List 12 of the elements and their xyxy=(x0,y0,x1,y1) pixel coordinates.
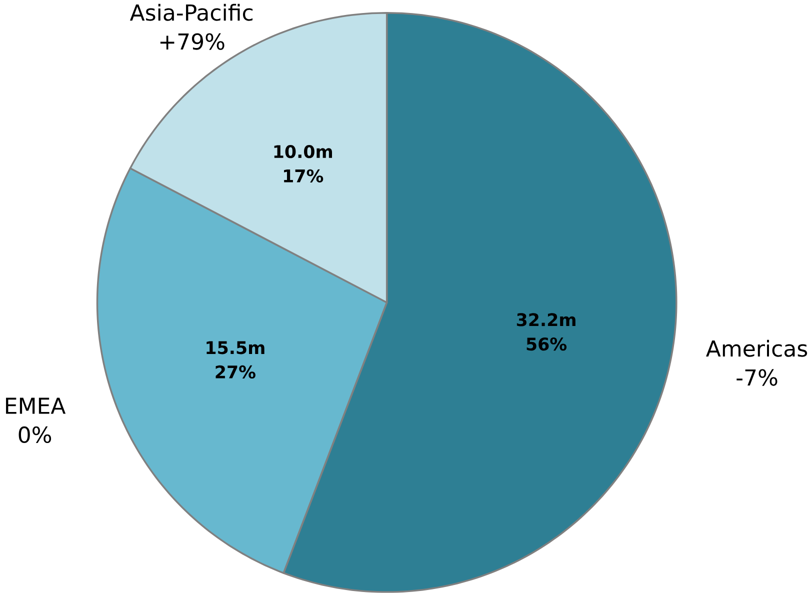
text: +79% xyxy=(160,33,224,50)
data-label: 15.5m xyxy=(206,341,264,354)
text: 56% xyxy=(526,338,567,351)
text: 27% xyxy=(216,365,256,379)
text: 0% xyxy=(18,426,52,444)
slice-label: Americas xyxy=(706,340,808,357)
data-label: 32.2m xyxy=(516,313,576,326)
slice-label: EMEA xyxy=(6,398,66,414)
text: 17% xyxy=(284,169,324,183)
slice-label: Asia-Pacific xyxy=(130,4,253,21)
text: -7% xyxy=(736,369,778,386)
data-label: 10.0m xyxy=(274,145,332,158)
